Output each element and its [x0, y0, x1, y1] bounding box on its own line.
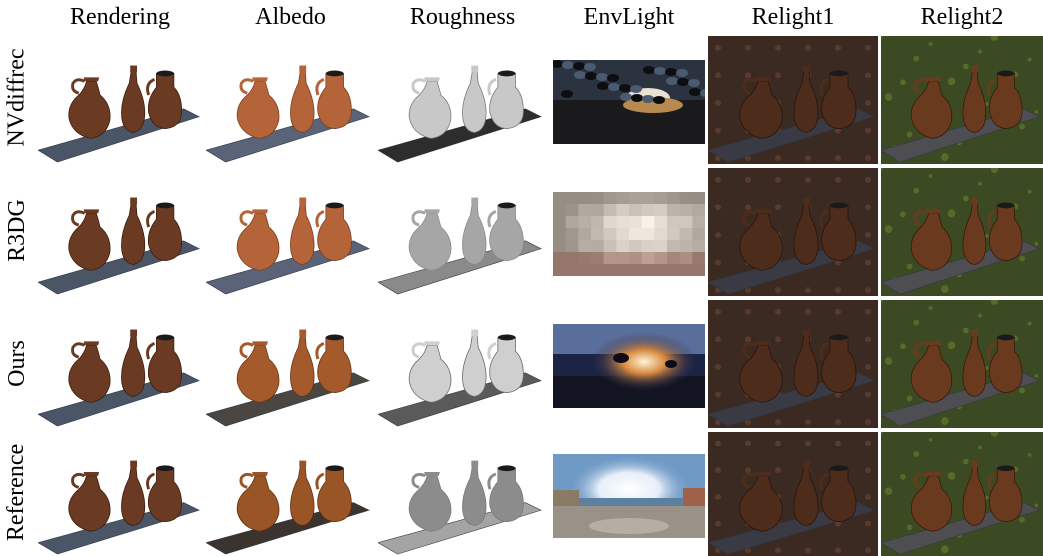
image-ours-envlight — [553, 324, 705, 408]
image-r3dg-envlight — [553, 192, 705, 276]
image-reference-relight1 — [708, 432, 878, 556]
image-nvdiffrec-rendering — [38, 36, 203, 164]
image-r3dg-albedo — [206, 168, 373, 296]
image-nvdiffrec-relight1 — [708, 36, 878, 164]
row-header-nvdiffrec: NVdiffrec — [3, 48, 30, 147]
image-r3dg-rendering — [38, 168, 203, 296]
image-r3dg-relight2 — [881, 168, 1043, 296]
column-header-envlight: EnvLight — [583, 4, 675, 30]
image-r3dg-relight1 — [708, 168, 878, 296]
image-r3dg-roughness — [378, 168, 545, 296]
image-reference-relight2 — [881, 432, 1043, 556]
image-nvdiffrec-envlight — [553, 60, 705, 144]
column-header-albedo: Albedo — [255, 4, 326, 30]
image-reference-envlight — [553, 454, 705, 538]
column-header-rendering: Rendering — [70, 4, 170, 30]
column-header-roughness: Roughness — [409, 4, 516, 30]
image-nvdiffrec-relight2 — [881, 36, 1043, 164]
image-nvdiffrec-roughness — [378, 36, 545, 164]
column-header-relight1: Relight1 — [751, 4, 835, 30]
image-ours-relight2 — [881, 300, 1043, 428]
row-header-r3dg: R3DG — [3, 199, 30, 262]
image-ours-albedo — [206, 300, 373, 428]
row-header-ours: Ours — [3, 340, 30, 387]
column-header-relight2: Relight2 — [920, 4, 1004, 30]
row-header-reference: Reference — [3, 443, 30, 542]
image-reference-roughness — [378, 432, 545, 556]
image-reference-albedo — [206, 432, 373, 556]
image-nvdiffrec-albedo — [206, 36, 373, 164]
image-ours-relight1 — [708, 300, 878, 428]
image-reference-rendering — [38, 432, 203, 556]
image-ours-roughness — [378, 300, 545, 428]
image-ours-rendering — [38, 300, 203, 428]
